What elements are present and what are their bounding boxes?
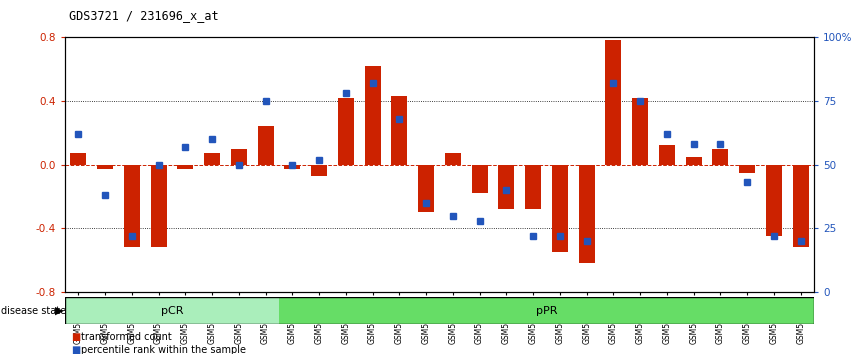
Bar	[632, 98, 648, 165]
Bar	[578, 165, 595, 263]
Bar	[713, 149, 728, 165]
Bar	[151, 165, 166, 247]
Bar	[552, 165, 568, 252]
Bar	[204, 154, 220, 165]
Bar	[178, 165, 193, 170]
Bar	[739, 165, 755, 173]
Bar	[311, 165, 327, 176]
Bar	[70, 154, 87, 165]
Bar	[605, 40, 622, 165]
Bar	[472, 165, 488, 193]
Bar	[365, 66, 381, 165]
Bar	[97, 165, 113, 170]
Bar	[686, 156, 701, 165]
Bar	[766, 165, 782, 236]
Bar	[279, 297, 814, 324]
Bar	[391, 96, 407, 165]
Bar	[659, 145, 675, 165]
Text: disease state: disease state	[1, 306, 66, 316]
Bar	[231, 149, 247, 165]
Bar	[338, 98, 354, 165]
Bar	[525, 165, 541, 209]
Text: ■: ■	[71, 346, 81, 354]
Text: transformed count: transformed count	[81, 332, 172, 342]
Bar	[498, 165, 514, 209]
Text: ■: ■	[71, 332, 81, 342]
Bar	[418, 165, 434, 212]
Bar	[257, 126, 274, 165]
Text: ▶: ▶	[55, 306, 63, 316]
Text: pPR: pPR	[536, 306, 557, 316]
Bar	[284, 165, 301, 170]
Bar	[792, 165, 809, 247]
Bar	[124, 165, 139, 247]
Bar	[65, 297, 279, 324]
Text: percentile rank within the sample: percentile rank within the sample	[81, 346, 247, 354]
Bar	[445, 154, 461, 165]
Text: pCR: pCR	[161, 306, 184, 316]
Text: GDS3721 / 231696_x_at: GDS3721 / 231696_x_at	[69, 9, 219, 22]
